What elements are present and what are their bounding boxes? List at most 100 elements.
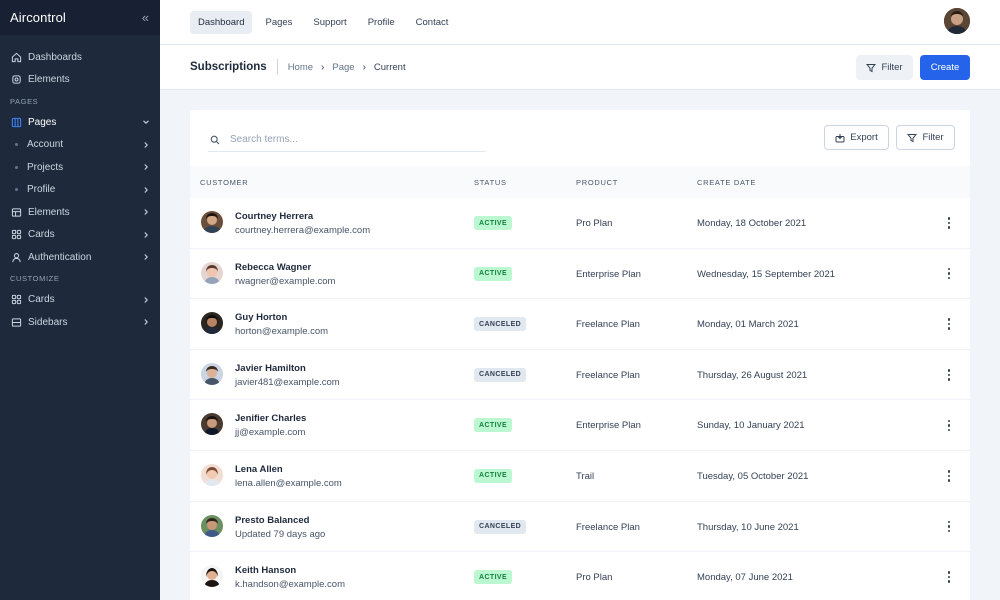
customer-email: jj@example.com: [235, 427, 306, 439]
customer-avatar: [201, 211, 223, 233]
sidebar-item-dashboards[interactable]: Dashboards: [0, 46, 160, 69]
product-cell: Freelance Plan: [576, 369, 640, 381]
sidebar-item-label: Sidebars: [28, 316, 68, 328]
sidebar-nav: Dashboards Elements PAGES Pages Account …: [0, 35, 160, 334]
collapse-sidebar-icon[interactable]: «: [141, 10, 149, 25]
customer-email: horton@example.com: [235, 326, 329, 338]
breadcrumb-page[interactable]: Page: [332, 61, 355, 73]
date-cell: Monday, 01 March 2021: [697, 319, 799, 331]
sidebar-item-cards[interactable]: Cards: [0, 224, 160, 247]
subscriptions-card: Export Filter CUSTOMER STATUS PRODUCT CR…: [190, 110, 970, 600]
customer-name: Rebecca Wagner: [235, 261, 312, 273]
app-logo[interactable]: Aircontrol: [10, 10, 66, 25]
tab-dashboard[interactable]: Dashboard: [190, 10, 253, 34]
search-input[interactable]: [230, 134, 470, 145]
status-badge: ACTIVE: [474, 266, 513, 281]
customer-email: k.handson@example.com: [235, 579, 345, 591]
tab-pages[interactable]: Pages: [265, 16, 293, 28]
column-header-status[interactable]: STATUS: [474, 177, 507, 187]
customer-name: Guy Horton: [235, 312, 288, 324]
sidebar-item-sidebars[interactable]: Sidebars: [0, 311, 160, 334]
sidebar-item-authentication[interactable]: Authentication: [0, 246, 160, 269]
chevron-right-icon: [144, 319, 148, 326]
header-filter-button[interactable]: Filter: [856, 55, 913, 80]
more-options-icon[interactable]: [944, 468, 954, 484]
more-options-icon[interactable]: [944, 367, 954, 383]
customer-avatar: [201, 463, 223, 486]
sidebar-item-account[interactable]: Account: [0, 134, 160, 157]
status-badge: CANCELED: [474, 367, 527, 382]
product-cell: Freelance Plan: [576, 521, 640, 533]
table-row[interactable]: Presto Balanced Updated 79 days ago CANC…: [190, 502, 970, 553]
product-cell: Trail: [576, 470, 595, 482]
filter-label: Filter: [881, 62, 903, 73]
sidebar-item-cards-2[interactable]: Cards: [0, 289, 160, 312]
sidebar-item-label: Elements: [28, 206, 70, 218]
table-row[interactable]: Lena Allen lena.allen@example.com ACTIVE…: [190, 451, 970, 502]
top-navbar: Dashboard Pages Support Profile Contact: [160, 0, 1000, 45]
date-cell: Thursday, 10 June 2021: [697, 521, 799, 533]
customer-email: javier481@example.com: [235, 376, 340, 388]
sidebar-item-projects[interactable]: Projects: [0, 156, 160, 179]
create-button[interactable]: Create: [920, 55, 970, 80]
export-button[interactable]: Export: [824, 125, 889, 150]
column-header-customer[interactable]: CUSTOMER: [200, 177, 249, 187]
product-cell: Pro Plan: [576, 218, 613, 229]
table-filter-button[interactable]: Filter: [896, 125, 955, 150]
more-options-icon[interactable]: [944, 417, 954, 433]
section-label-customize: CUSTOMIZE: [10, 274, 60, 283]
chevron-right-icon: ›: [362, 61, 366, 73]
date-cell: Sunday, 10 January 2021: [697, 420, 805, 432]
column-header-create-date[interactable]: CREATE DATE: [697, 177, 757, 187]
page-title: Subscriptions: [190, 59, 278, 75]
table-row[interactable]: Rebecca Wagner rwagner@example.com ACTIV…: [190, 249, 970, 300]
bullet-icon: [15, 143, 18, 147]
table-header: CUSTOMER STATUS PRODUCT CREATE DATE: [190, 166, 970, 198]
more-options-icon[interactable]: [944, 215, 954, 231]
sidebar-item-label: Projects: [27, 161, 64, 173]
user-avatar[interactable]: [944, 8, 970, 34]
table-row[interactable]: Keith Hanson k.handson@example.com ACTIV…: [190, 552, 970, 600]
filter-icon: [907, 133, 918, 142]
more-options-icon[interactable]: [944, 316, 954, 332]
chevron-right-icon: [144, 231, 148, 238]
chevron-down-icon: [143, 120, 149, 125]
home-icon: [10, 51, 22, 63]
sidebar: Aircontrol « Dashboards Elements PAGES P…: [0, 0, 160, 600]
layout-icon: [10, 116, 22, 128]
chevron-right-icon: [144, 164, 148, 171]
table-toolbar: Export Filter: [190, 110, 970, 166]
sidebar-item-label: Profile: [27, 184, 56, 196]
customer-email: Updated 79 days ago: [235, 528, 326, 540]
table-row[interactable]: Guy Horton horton@example.com CANCELED F…: [190, 299, 970, 350]
table-body: Courtney Herrera courtney.herrera@exampl…: [190, 198, 970, 600]
sidebar-item-elements[interactable]: Elements: [0, 69, 160, 92]
sidebar-item-pages[interactable]: Pages: [0, 111, 160, 134]
customer-avatar: [201, 312, 223, 335]
search-icon: [210, 135, 220, 144]
sidebar-item-label: Dashboards: [28, 51, 82, 63]
more-options-icon[interactable]: [944, 569, 954, 585]
columns-icon: [10, 206, 22, 218]
status-badge: ACTIVE: [474, 570, 513, 585]
table-row[interactable]: Courtney Herrera courtney.herrera@exampl…: [190, 198, 970, 249]
table-row[interactable]: Jenifier Charles jj@example.com ACTIVE E…: [190, 400, 970, 451]
tab-contact[interactable]: Contact: [415, 16, 449, 28]
tab-support[interactable]: Support: [313, 16, 347, 28]
more-options-icon[interactable]: [944, 266, 954, 282]
tab-profile[interactable]: Profile: [367, 16, 395, 28]
sidebar-item-profile[interactable]: Profile: [0, 179, 160, 202]
table-row[interactable]: Javier Hamilton javier481@example.com CA…: [190, 350, 970, 401]
bullet-icon: [15, 188, 18, 192]
cog-icon: [10, 74, 22, 86]
customer-name: Lena Allen: [235, 463, 283, 475]
more-options-icon[interactable]: [944, 519, 954, 535]
customer-name: Javier Hamilton: [235, 362, 306, 374]
sidebar-item-elements-2[interactable]: Elements: [0, 201, 160, 224]
date-cell: Tuesday, 05 October 2021: [697, 470, 809, 482]
product-cell: Enterprise Plan: [576, 420, 641, 432]
sidebar-item-label: Cards: [28, 229, 55, 241]
chevron-right-icon: ›: [321, 61, 325, 73]
breadcrumb-home[interactable]: Home: [287, 61, 314, 73]
column-header-product[interactable]: PRODUCT: [576, 177, 618, 187]
